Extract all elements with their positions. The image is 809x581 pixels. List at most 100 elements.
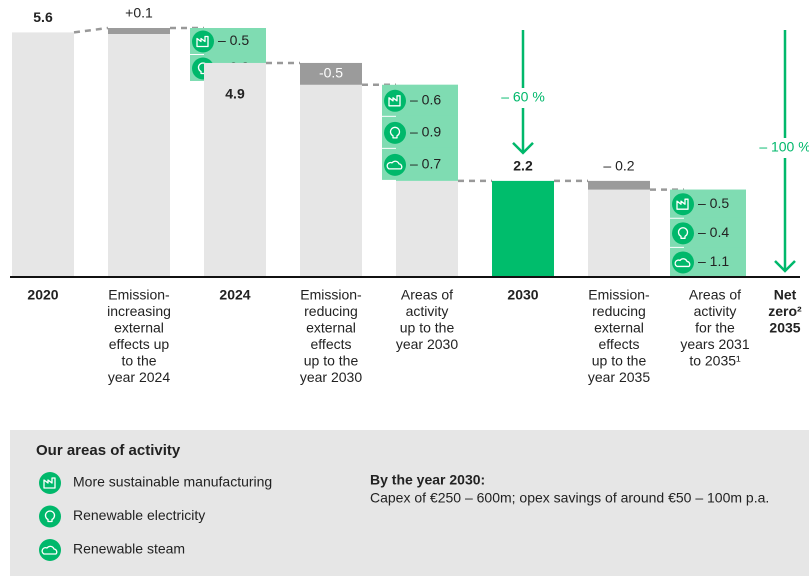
arrow-head [512,142,534,155]
x-tick-label: 2035 [769,320,800,336]
activity-icon [39,539,61,561]
arrow-head [774,260,796,273]
legend-box [10,430,809,576]
x-tick-label: to the [121,353,156,369]
icon-circle [39,472,61,494]
base-bar [396,180,458,277]
annotation-bg [759,138,809,158]
icon-factory [388,95,401,107]
x-tick-label: up to the [400,320,455,336]
base-bar [300,84,362,277]
x-tick-label: external [306,320,356,336]
value-label: – 0.7 [410,156,441,172]
activity-icon [672,251,694,274]
activity-icon [384,153,406,176]
x-tick-label: external [114,320,164,336]
x-tick-label: activity [694,303,737,319]
x-tick-label: Net [774,287,797,303]
bar [588,180,650,190]
x-tick-label: effects [599,336,640,352]
value-label: 4.9 [225,86,245,102]
x-tick-label: effects [311,336,352,352]
icon-circle [192,30,214,53]
x-tick-label: reducing [592,303,646,319]
legend-item: Renewable steam [73,541,185,557]
x-tick-label: year 2030 [300,369,362,385]
icon-circle [672,222,694,245]
x-tick-label: year 2030 [396,336,458,352]
note-title: By the year 2030: [370,472,485,488]
icon-circle [384,153,406,176]
x-tick-label: for the [695,320,735,336]
value-label: 2.2 [513,158,533,174]
x-tick-label: Emission- [108,287,170,303]
bar [204,62,266,277]
icon-circle [672,251,694,274]
activity-icon [192,30,214,53]
legend-item: Renewable electricity [73,507,205,523]
x-tick-label: 2020 [27,287,58,303]
x-tick-label: external [594,320,644,336]
value-label: – 1.1 [698,253,729,269]
x-tick-label: year 2035 [588,369,650,385]
value-label: – 0.5 [698,195,729,211]
x-tick-label: Areas of [689,287,741,303]
icon-cloud [674,258,691,268]
value-label: – 0.5 [218,32,249,48]
x-tick-label: effects up [109,336,170,352]
x-tick-label: to 2035¹ [689,353,741,369]
x-tick-label: year 2024 [108,369,170,385]
activity-icon [384,89,406,112]
legend-title: Our areas of activity [36,442,181,459]
bar [108,28,170,34]
icon-factory [196,35,209,48]
icon-circle [384,89,406,112]
value-label: +0.1 [125,5,153,21]
activity-icon [39,472,61,494]
base-bar [588,189,650,277]
value-label: 5.6 [33,9,53,25]
icon-cloud [386,160,403,170]
bar [300,62,362,85]
x-tick-label: activity [406,303,449,319]
legend-item: More sustainable manufacturing [73,474,272,490]
x-tick-label: increasing [107,303,171,319]
value-label: – 0.6 [410,92,441,108]
value-label: – 0.4 [698,224,729,240]
value-label: – 0.2 [603,158,634,174]
activity-icon [672,193,694,216]
x-tick-label: Emission- [588,287,650,303]
icon-factory [676,198,689,210]
x-tick-label: years 2031 [680,336,749,352]
x-tick-label: zero² [768,303,802,319]
value-label: -0.5 [319,65,343,81]
bar [492,180,554,277]
icon-bulb [677,227,689,239]
x-tick-label: up to the [592,353,647,369]
x-tick-label: reducing [304,303,358,319]
icon-bulb [44,510,56,523]
note: Capex of €250 – 600m; opex savings of ar… [370,490,769,506]
base-bar [108,32,170,277]
icon-cloud [41,545,58,555]
x-tick-label: 2030 [507,287,538,303]
annotation: – 60 % [501,89,545,105]
x-tick-label: 2024 [219,287,250,303]
annotation: – 100 % [759,139,809,155]
x-tick-label: Areas of [401,287,453,303]
bar [12,32,74,277]
activity-icon [384,121,406,144]
icon-factory [43,477,56,489]
x-tick-label: up to the [304,353,359,369]
activity-icon [672,222,694,245]
annotation-bg [497,88,549,108]
x-tick-label: Emission- [300,287,362,303]
icon-circle [672,193,694,216]
connector [73,26,109,34]
icon-bulb [389,126,401,139]
icon-circle [39,539,61,561]
icon-circle [39,505,61,528]
value-label: – 0.9 [410,124,441,140]
activity-icon [39,505,61,528]
